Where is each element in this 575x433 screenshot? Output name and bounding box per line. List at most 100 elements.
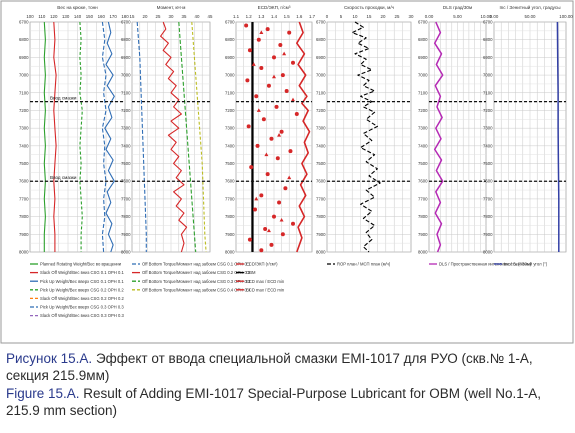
depth-tick-label: 7000 <box>418 73 428 78</box>
scatter-point-circle <box>275 156 280 161</box>
depth-tick-label: 7800 <box>121 214 131 219</box>
depth-tick-label: 7500 <box>121 161 131 166</box>
scatter-point-circle <box>291 60 295 65</box>
legend-label: ROP план / МСП план (м/ч) <box>337 262 391 267</box>
depth-tick-label: 7700 <box>19 196 29 201</box>
scatter-point-circle <box>247 48 252 53</box>
track-title: Вес на крюке, тонн <box>57 5 98 10</box>
depth-tick-label: 7200 <box>121 108 131 113</box>
x-tick-label: 25 <box>156 14 161 19</box>
lubricant-marker-label: Ввод смазки <box>50 96 77 101</box>
depth-tick-label: 7200 <box>483 108 493 113</box>
depth-tick-label: 7800 <box>483 214 493 219</box>
depth-tick-label: 7100 <box>121 90 131 95</box>
series-line-3 <box>79 21 83 252</box>
scatter-point-triangle <box>254 196 259 201</box>
series-line-1 <box>433 21 444 253</box>
track-title: DLS град/30м <box>443 5 472 10</box>
depth-tick-label: 7900 <box>418 232 428 237</box>
depth-tick-label: 6800 <box>121 37 131 42</box>
lubricant-marker-label: Ввод смазки <box>50 175 77 180</box>
scatter-point-circle <box>283 186 288 191</box>
depth-tick-label: 7400 <box>19 143 29 148</box>
track-title: Inc / Зенитный угол, градусы <box>499 4 560 10</box>
depth-tick-label: 6800 <box>225 37 235 42</box>
series-line-2 <box>160 21 188 253</box>
scatter-point-circle <box>259 248 264 253</box>
caption-en-prefix: Figure 15.A. <box>6 386 80 401</box>
track-title: ECD/ЭКП, г/см³ <box>258 5 291 10</box>
depth-tick-label: 7600 <box>418 179 428 184</box>
scatter-point-circle <box>280 232 285 237</box>
x-tick-label: 50.00 <box>525 14 537 19</box>
x-tick-label: 160 <box>98 14 106 19</box>
depth-tick-label: 7900 <box>316 232 326 237</box>
x-tick-label: 40 <box>195 14 200 19</box>
x-tick-label: 100.00 <box>559 14 573 19</box>
legend-label: Slack Off Weight/Вес вниз CSG 0.3 OPH 0.… <box>40 313 124 318</box>
x-tick-label: 5.00 <box>453 14 462 19</box>
depth-tick-label: 7800 <box>418 214 428 219</box>
depth-tick-label: 6700 <box>225 20 235 25</box>
depth-tick-label: 7600 <box>483 179 493 184</box>
depth-tick-label: 6700 <box>121 20 131 25</box>
scatter-point-triangle <box>251 62 256 66</box>
legend-label: Off Bottom Torque/Момент над забоем CSG … <box>142 270 251 275</box>
x-tick-label: 30 <box>169 14 174 19</box>
depth-tick-label: 7700 <box>418 196 428 201</box>
depth-tick-label: 6800 <box>19 37 29 42</box>
depth-tick-label: 6700 <box>19 20 29 25</box>
x-tick-label: 180 <box>121 14 129 19</box>
x-tick-label: 10 <box>353 14 358 19</box>
depth-tick-label: 7900 <box>19 232 29 237</box>
scatter-point-triangle <box>266 228 271 233</box>
depth-tick-label: 7700 <box>483 196 493 201</box>
depth-tick-label: 6800 <box>316 37 326 42</box>
series-line-5 <box>101 21 107 253</box>
scatter-point-circle <box>245 78 250 83</box>
depth-tick-label: 6800 <box>418 37 428 42</box>
track-title: Скорость проходки, м/ч <box>344 5 395 10</box>
scatter-point-circle <box>288 149 293 154</box>
scatter-point-circle <box>280 73 285 78</box>
series-line-1 <box>351 21 381 253</box>
legend-label: Planned Rotating Weight/Вес во вращении <box>40 262 122 267</box>
x-tick-label: 110 <box>38 14 46 19</box>
depth-tick-label: 7300 <box>483 126 493 131</box>
scatter-point-circle <box>261 117 266 122</box>
x-tick-label: 0.00 <box>425 14 434 19</box>
scatter-point-circle <box>244 23 249 28</box>
depth-tick-label: 7700 <box>225 196 235 201</box>
series-line-3 <box>178 21 197 253</box>
legend-label: ECD max / ECD min <box>246 279 285 284</box>
x-tick-label: 15 <box>130 14 135 19</box>
x-tick-label: 140 <box>74 14 82 19</box>
caption-english: Figure 15.A. Result of Adding EMI-1017 S… <box>6 385 572 419</box>
x-tick-label: 0 <box>326 14 329 19</box>
scatter-point-circle <box>269 242 274 247</box>
scatter-point-circle <box>265 172 270 177</box>
scatter-point-triangle <box>272 74 276 79</box>
scatter-point-circle <box>287 30 292 35</box>
depth-tick-label: 7700 <box>121 196 131 201</box>
scatter-point-circle <box>246 124 251 129</box>
x-tick-label: 120 <box>50 14 58 19</box>
x-tick-label: 30 <box>409 14 414 19</box>
scatter-point-triangle <box>291 97 295 102</box>
scatter-point-circle <box>256 37 261 42</box>
legend-label: ECD max / ECD min <box>246 287 285 292</box>
depth-tick-label: 8000 <box>483 250 493 255</box>
depth-tick-label: 7300 <box>19 126 29 131</box>
x-tick-label: 35 <box>182 14 187 19</box>
depth-tick-label: 7600 <box>19 179 29 184</box>
scatter-point-circle <box>272 214 276 219</box>
depth-tick-label: 8000 <box>225 250 235 255</box>
x-tick-label: 150 <box>86 14 94 19</box>
track-2: Момент, кН·м 15 20 25 30 35 40 45 6700 6800 6900 70… <box>121 5 251 292</box>
scatter-point-triangle <box>282 51 287 56</box>
scatter-point-circle <box>278 43 283 47</box>
scatter-point-circle <box>279 129 284 134</box>
legend-label: Off Bottom Torque/Момент над забоем CSG … <box>142 279 251 284</box>
